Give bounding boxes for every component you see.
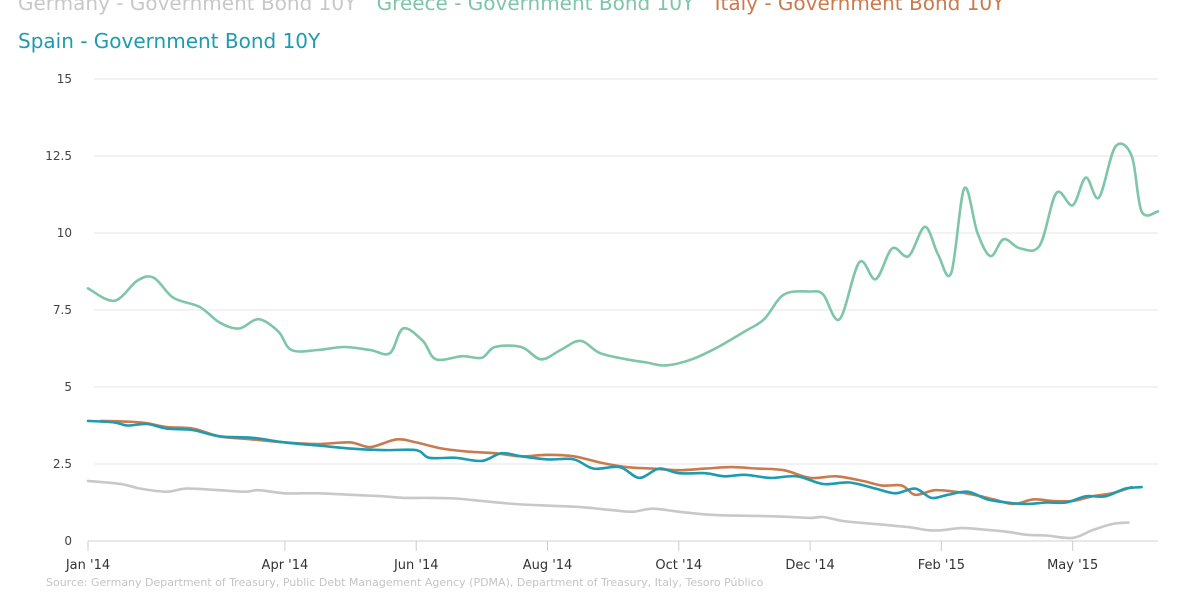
y-tick-label: 15 xyxy=(57,72,72,86)
series-line-spain[interactable] xyxy=(86,419,1143,506)
y-tick-label: 12.5 xyxy=(45,149,72,163)
x-tick-label: Dec '14 xyxy=(785,558,834,573)
series-lines xyxy=(86,142,1160,540)
x-tick-label: Apr '14 xyxy=(262,558,309,573)
legend-item-italy[interactable]: Italy - Government Bond 10Y xyxy=(714,0,1005,15)
x-tick-label: Feb '15 xyxy=(918,558,965,573)
series-line-greece[interactable] xyxy=(86,142,1160,367)
x-tick-label: Jan '14 xyxy=(65,558,110,573)
gridlines xyxy=(94,78,1158,542)
y-tick-label: 0 xyxy=(64,534,72,548)
y-tick-label: 7.5 xyxy=(53,303,72,317)
series-line-italy[interactable] xyxy=(99,419,1133,506)
y-tick-label: 2.5 xyxy=(53,457,72,471)
x-tick-label: May '15 xyxy=(1047,558,1098,573)
x-tick-label: Aug '14 xyxy=(523,558,573,573)
legend-item-germany[interactable]: Germany - Government Bond 10Y xyxy=(18,0,357,15)
y-tick-label: 5 xyxy=(64,380,72,394)
x-axis: Jan '14 Apr '14 Jun '14 Aug '14 Oct '14 Dec '… xyxy=(65,540,1158,573)
x-tick-label: Jun '14 xyxy=(393,558,439,573)
legend: Germany - Government Bond 10Y Greece - G… xyxy=(18,0,1188,60)
source-note: Source: Germany Department of Treasury, … xyxy=(46,576,764,589)
series-line-germany[interactable] xyxy=(86,479,1130,540)
legend-item-spain[interactable]: Spain - Government Bond 10Y xyxy=(18,29,321,53)
y-axis: 0 2.5 5 7.5 10 12.5 15 xyxy=(45,72,72,548)
legend-item-greece[interactable]: Greece - Government Bond 10Y xyxy=(376,0,695,15)
y-tick-label: 10 xyxy=(57,226,72,240)
x-tick-label: Oct '14 xyxy=(655,558,702,573)
